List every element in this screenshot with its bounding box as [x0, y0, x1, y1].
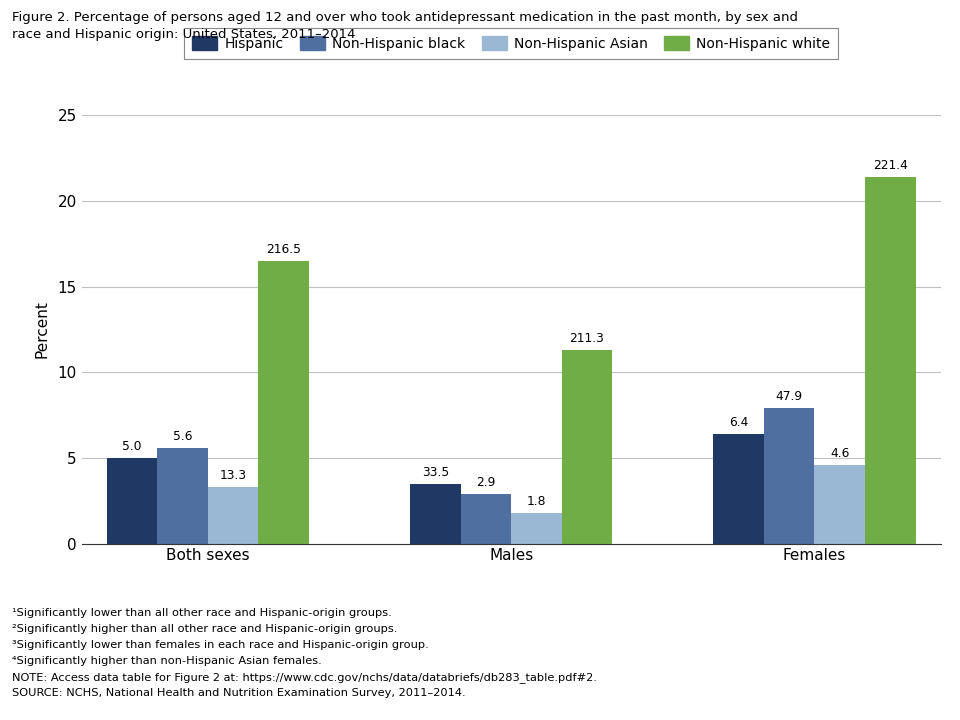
Bar [562, 350, 612, 544]
Text: 5.0: 5.0 [122, 440, 142, 453]
Legend: Hispanic, Non-Hispanic black, Non-Hispanic Asian, Non-Hispanic white: Hispanic, Non-Hispanic black, Non-Hispan… [184, 28, 838, 59]
Text: 47.9: 47.9 [776, 390, 803, 403]
Bar [511, 513, 562, 544]
Text: NOTE: Access data table for Figure 2 at: https://www.cdc.gov/nchs/data/databrief: NOTE: Access data table for Figure 2 at:… [12, 672, 596, 683]
Bar [410, 484, 461, 544]
Text: 221.4: 221.4 [873, 159, 908, 172]
Text: ²Significantly higher than all other race and Hispanic-origin groups.: ²Significantly higher than all other rac… [12, 624, 396, 634]
Bar [461, 494, 511, 544]
Bar [258, 261, 309, 544]
Bar [764, 408, 814, 544]
Bar [865, 177, 916, 544]
Text: 211.3: 211.3 [569, 332, 605, 345]
Text: 4.6: 4.6 [830, 447, 850, 460]
Text: 33.5: 33.5 [421, 466, 449, 479]
Text: ⁴Significantly higher than non-Hispanic Asian females.: ⁴Significantly higher than non-Hispanic … [12, 656, 322, 666]
Text: 13.3: 13.3 [220, 469, 247, 482]
Text: SOURCE: NCHS, National Health and Nutrition Examination Survey, 2011–2014.: SOURCE: NCHS, National Health and Nutrit… [12, 688, 466, 698]
Bar [713, 434, 764, 544]
Text: 2.9: 2.9 [476, 476, 495, 489]
Text: 6.4: 6.4 [729, 416, 749, 429]
Text: ¹Significantly lower than all other race and Hispanic-origin groups.: ¹Significantly lower than all other race… [12, 608, 392, 618]
Text: 216.5: 216.5 [266, 243, 301, 256]
Bar [208, 487, 258, 544]
Text: Figure 2. Percentage of persons aged 12 and over who took antidepressant medicat: Figure 2. Percentage of persons aged 12 … [12, 11, 798, 41]
Bar [814, 465, 865, 544]
Text: 5.6: 5.6 [173, 430, 192, 443]
Text: 1.8: 1.8 [527, 495, 546, 508]
Y-axis label: Percent: Percent [35, 300, 49, 359]
Text: ³Significantly lower than females in each race and Hispanic-origin group.: ³Significantly lower than females in eac… [12, 640, 428, 650]
Bar [157, 448, 208, 544]
Bar [107, 458, 157, 544]
